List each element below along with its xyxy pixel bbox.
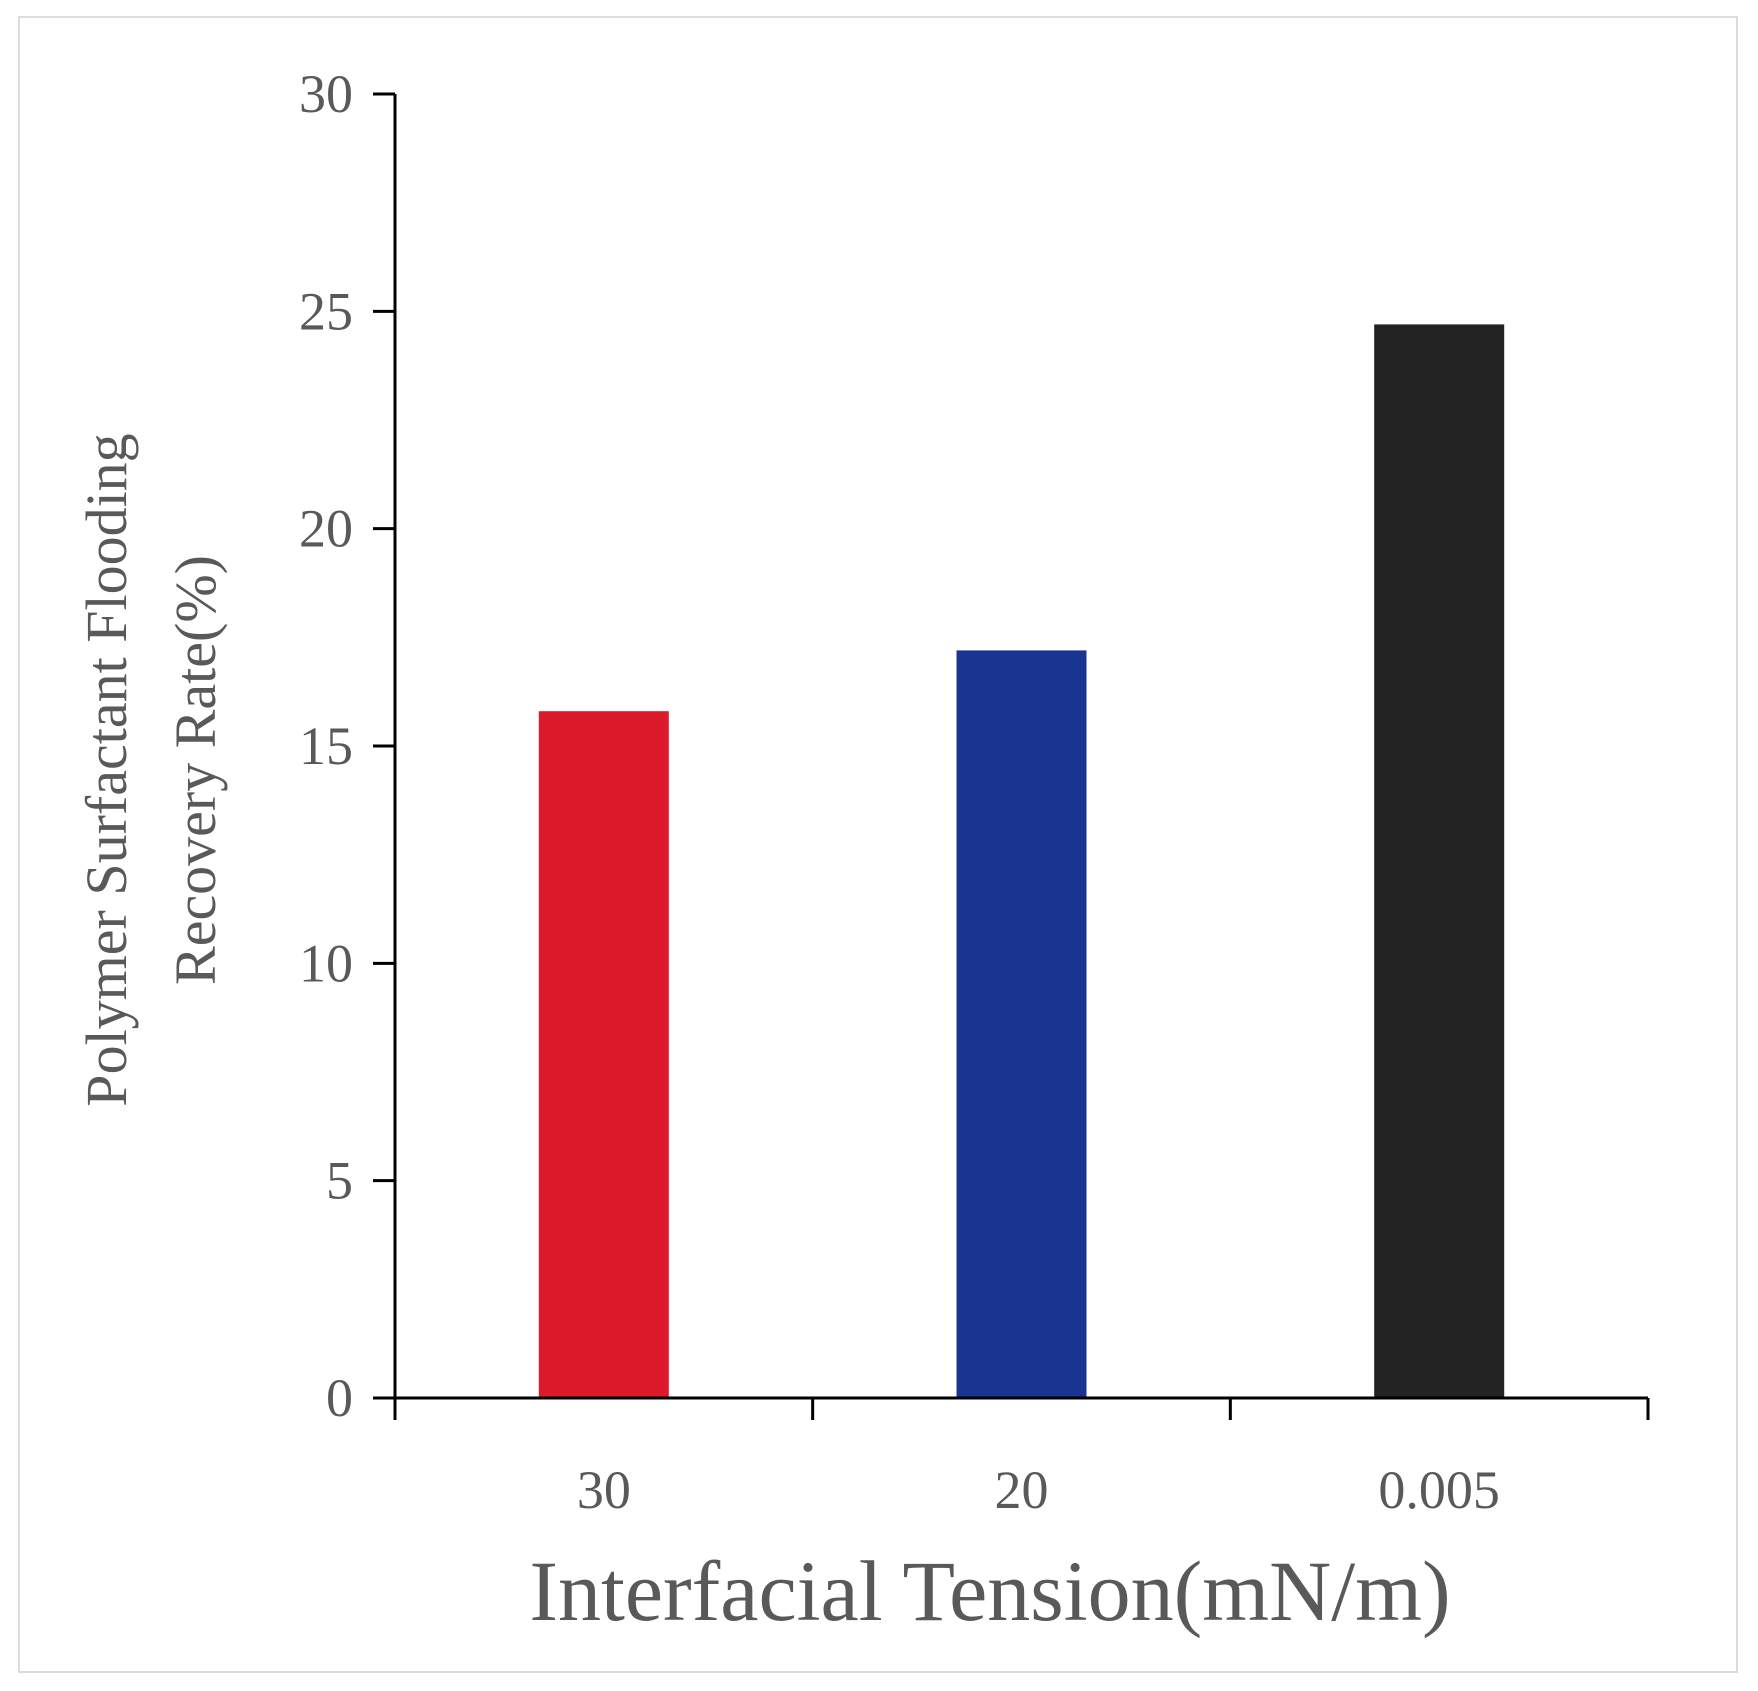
x-tick-label: 20 bbox=[995, 1460, 1049, 1520]
y-tick-label: 10 bbox=[299, 933, 353, 993]
y-tick-label: 0 bbox=[326, 1368, 353, 1428]
bar-20 bbox=[956, 650, 1087, 1398]
bar-30 bbox=[538, 711, 669, 1398]
y-tick-label: 5 bbox=[326, 1151, 353, 1211]
bars-group bbox=[538, 324, 1505, 1398]
y-tick-label: 30 bbox=[299, 64, 353, 124]
y-ticks-group: 0 5 10 15 20 25 30 bbox=[299, 64, 395, 1428]
x-ticks-group: 30 20 0.005 bbox=[393, 1398, 1650, 1520]
y-tick-label: 20 bbox=[299, 499, 353, 559]
x-tick-label: 30 bbox=[577, 1460, 631, 1520]
y-axis-title-line-2: Recovery Rate(%) bbox=[163, 555, 228, 985]
bar-0.005 bbox=[1374, 324, 1505, 1398]
y-axis-title-line-1: Polymer Surfactant Flooding bbox=[74, 433, 139, 1106]
x-tick-label: 0.005 bbox=[1378, 1460, 1500, 1520]
x-axis-title: Interfacial Tension(mN/m) bbox=[529, 1543, 1450, 1639]
y-tick-label: 15 bbox=[299, 716, 353, 776]
y-tick-label: 25 bbox=[299, 281, 353, 341]
